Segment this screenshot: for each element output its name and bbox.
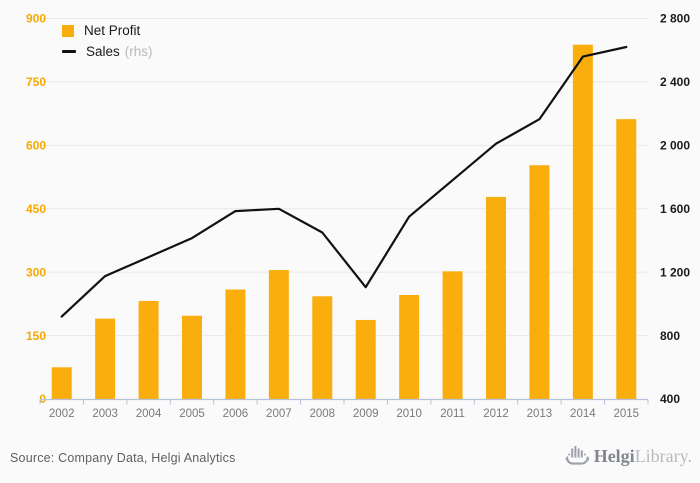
x-axis-year-label: 2012	[483, 408, 509, 420]
source-caption: Source: Company Data, Helgi Analytics	[10, 451, 236, 465]
right-axis-tick-label: 1 200	[660, 265, 690, 279]
right-axis-tick-label: 1 600	[660, 202, 690, 216]
right-axis-tick-label: 400	[660, 392, 680, 406]
legend-item-net-profit: Net Profit	[62, 24, 153, 38]
right-axis-tick-label: 2 400	[660, 75, 690, 89]
net-profit-bar-2003	[95, 318, 116, 399]
legend-suffix-rhs: (rhs)	[124, 43, 153, 59]
x-axis-year-label: 2008	[309, 408, 335, 420]
legend-label-net-profit: Net Profit	[84, 23, 141, 38]
net-profit-bar-2012	[486, 196, 506, 399]
net-profit-swatch-icon	[62, 24, 74, 37]
x-axis-year-label: 2014	[570, 408, 596, 420]
ship-logo-icon	[565, 446, 589, 465]
x-axis-year-label: 2011	[440, 408, 465, 420]
legend-item-sales: Sales (rhs)	[62, 43, 153, 59]
left-axis-tick-label: 450	[26, 202, 46, 216]
right-axis-tick-label: 800	[660, 329, 680, 343]
left-axis-tick-label: 300	[26, 265, 46, 279]
chart-legend: Net Profit Sales (rhs)	[62, 24, 153, 58]
right-axis-tick-label: 2 000	[660, 139, 690, 153]
x-axis-year-label: 2002	[49, 408, 75, 420]
helgi-library-logo: HelgiLibrary.	[565, 444, 692, 468]
x-axis-year-label: 2007	[266, 408, 292, 420]
net-profit-bar-2006	[225, 289, 246, 399]
net-profit-bar-2005	[182, 315, 202, 399]
x-axis-year-label: 2003	[92, 408, 118, 420]
net-profit-bar-2011	[442, 271, 463, 399]
right-axis-tick-label: 2 800	[660, 12, 690, 26]
x-axis-year-label: 2005	[179, 408, 205, 420]
legend-label-sales: Sales	[86, 43, 120, 59]
x-axis-year-label: 2010	[396, 408, 422, 420]
sales-line	[60, 45, 628, 318]
net-profit-bar-2010	[399, 294, 420, 399]
net-profit-bar-2007	[268, 270, 289, 399]
net-profit-bar-2002	[51, 367, 72, 399]
logo-word-library: Library.	[634, 446, 692, 466]
left-axis-tick-label: 600	[26, 139, 46, 153]
net-profit-bar-2015	[616, 119, 637, 400]
net-profit-bar-2013	[529, 165, 550, 399]
net-profit-bar-2004	[138, 300, 159, 399]
net-profit-bar-2014	[572, 44, 593, 400]
x-axis-year-label: 2013	[527, 408, 553, 420]
left-axis-tick-label: 150	[26, 329, 46, 343]
logo-wordmark: HelgiLibrary.	[594, 447, 692, 465]
x-axis-year-label: 2006	[223, 408, 249, 420]
x-axis-year-label: 2015	[613, 408, 639, 420]
left-axis-tick-label: 750	[26, 75, 46, 89]
sales-line-swatch-icon	[62, 49, 76, 53]
x-axis-year-label: 2004	[136, 408, 162, 420]
net-profit-bar-2008	[312, 296, 333, 399]
x-axis-year-label: 2009	[353, 408, 379, 420]
left-axis-tick-label: 900	[26, 12, 46, 26]
logo-word-helgi: Helgi	[593, 446, 635, 466]
net-profit-bar-2009	[355, 319, 376, 399]
